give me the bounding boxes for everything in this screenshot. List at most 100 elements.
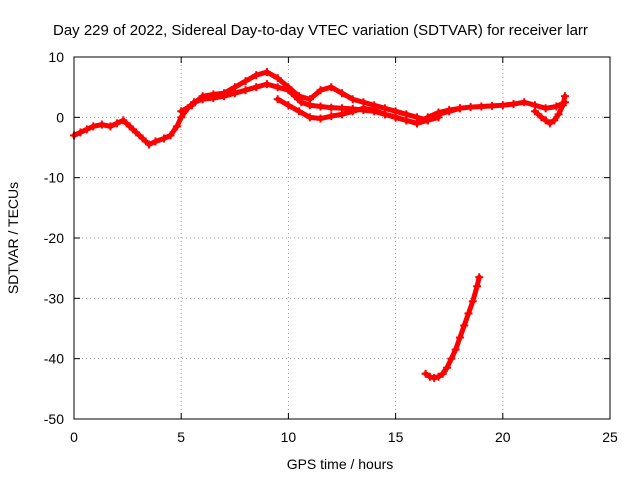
- y-tick-label: 10: [48, 49, 64, 65]
- chart-title: Day 229 of 2022, Sidereal Day-to-day VTE…: [53, 22, 588, 39]
- data-point: [545, 119, 554, 128]
- data-point: [402, 116, 411, 125]
- y-tick-label: 0: [56, 109, 64, 125]
- y-tick-label: -40: [44, 351, 64, 367]
- data-point: [464, 309, 473, 318]
- data-point: [451, 345, 460, 354]
- data-point: [443, 363, 452, 372]
- data-point: [560, 92, 569, 101]
- data-point: [327, 103, 336, 112]
- y-tick-label: -10: [44, 170, 64, 186]
- data-point: [488, 101, 497, 110]
- data-point: [359, 104, 368, 113]
- data-point: [284, 83, 293, 92]
- y-tick-label: -50: [44, 411, 64, 427]
- x-tick-label: 15: [388, 429, 404, 445]
- data-point: [430, 373, 439, 382]
- data-point: [370, 106, 379, 115]
- x-axis-label: GPS time / hours: [287, 456, 394, 472]
- data-point: [273, 83, 282, 92]
- data-point: [391, 113, 400, 122]
- data-point: [230, 83, 239, 92]
- data-point: [447, 354, 456, 363]
- data-point: [327, 112, 336, 121]
- data-point: [305, 95, 314, 104]
- data-point: [455, 104, 464, 113]
- data-point: [348, 107, 357, 116]
- x-tick-label: 0: [70, 429, 78, 445]
- data-point: [119, 116, 128, 125]
- data-point: [468, 297, 477, 306]
- data-point: [477, 102, 486, 111]
- x-tick-label: 5: [177, 429, 185, 445]
- series-lower-arc: [421, 273, 484, 382]
- data-point: [112, 119, 121, 128]
- data-point: [97, 120, 106, 129]
- data-point: [187, 101, 196, 110]
- data-point: [82, 125, 91, 134]
- data-point: [537, 113, 546, 122]
- data-point: [295, 92, 304, 101]
- data-point: [172, 122, 181, 131]
- data-point: [262, 80, 271, 89]
- data-point: [338, 89, 346, 98]
- data-point: [316, 114, 325, 123]
- data-point: [220, 89, 229, 98]
- data-point: [455, 333, 464, 342]
- y-axis-label: SDTVAR / TECUs: [5, 182, 21, 294]
- data-point: [421, 369, 430, 378]
- data-point: [475, 273, 484, 282]
- data-point: [520, 98, 529, 107]
- data-point: [541, 104, 550, 113]
- data-point: [241, 86, 250, 95]
- data-point: [466, 103, 475, 112]
- data-point: [434, 110, 443, 119]
- data-point: [558, 101, 567, 110]
- data-point: [541, 116, 550, 125]
- data-point: [434, 372, 443, 381]
- data-point: [550, 116, 559, 125]
- data-point: [348, 95, 357, 104]
- data-point: [273, 74, 282, 83]
- data-point: [125, 122, 134, 131]
- data-point: [151, 137, 160, 146]
- data-point: [262, 68, 271, 77]
- data-point: [106, 122, 115, 131]
- x-tick-label: 25: [602, 429, 618, 445]
- data-point: [145, 140, 154, 149]
- data-point: [327, 83, 336, 92]
- y-tick-label: -30: [44, 290, 64, 306]
- series-line: [275, 96, 463, 126]
- data-point: [338, 110, 346, 119]
- data-point: [252, 71, 261, 80]
- data-point: [413, 119, 422, 128]
- data-point: [316, 86, 325, 95]
- series-lower-band: [273, 95, 464, 128]
- data-point: [138, 134, 147, 143]
- series-tail-right: [530, 92, 569, 128]
- data-point: [423, 116, 432, 125]
- data-point: [209, 90, 218, 99]
- data-point: [552, 102, 561, 111]
- series-line: [423, 274, 482, 381]
- data-point: [132, 128, 141, 137]
- data-point: [305, 113, 314, 122]
- data-point: [316, 102, 325, 111]
- data-point: [473, 282, 482, 291]
- data-point: [445, 107, 454, 116]
- data-point: [460, 321, 469, 330]
- data-point: [252, 83, 261, 92]
- data-point: [166, 131, 175, 140]
- data-point: [554, 110, 563, 119]
- data-point: [177, 107, 186, 116]
- data-point: [509, 100, 518, 109]
- x-tick-label: 10: [281, 429, 297, 445]
- tick-labels: 0 5 10 15 20 25 -50 -40 -30 -20 -10 0 10: [44, 49, 618, 445]
- data-point: [425, 372, 434, 381]
- data-point: [438, 369, 447, 378]
- data-point: [284, 101, 293, 110]
- data-point: [76, 128, 85, 137]
- data-point: [530, 107, 539, 116]
- data-point: [498, 101, 507, 110]
